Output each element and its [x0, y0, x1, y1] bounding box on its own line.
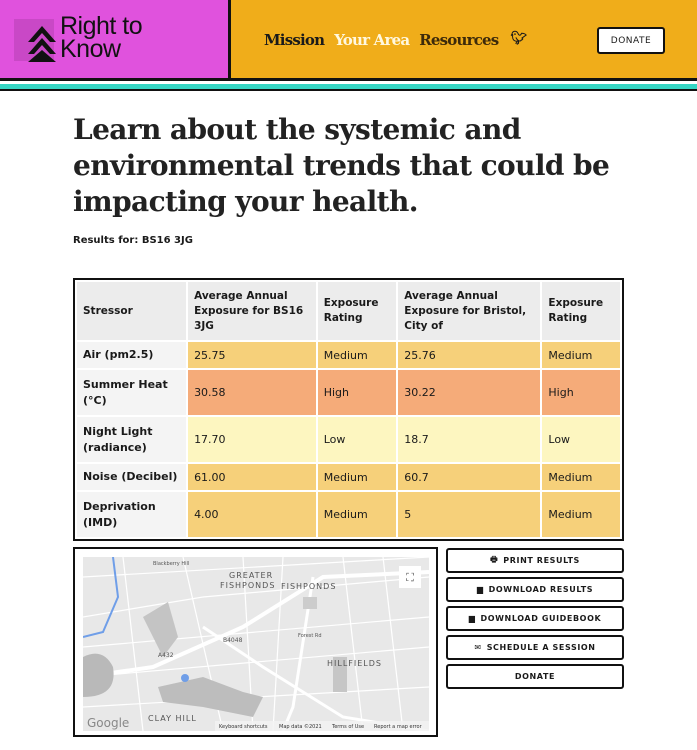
- column-header: Exposure Rating: [542, 282, 620, 340]
- map-label: FISHPONDS: [281, 582, 336, 591]
- column-header: Average Annual Exposure for BS16 3JG: [188, 282, 316, 340]
- value-cell: 61.00: [188, 464, 316, 490]
- map[interactable]: ⛶ GREATER FISHPONDS FISHPONDS HILLFIELDS…: [73, 547, 438, 737]
- map-data: Map data ©2021: [279, 723, 322, 730]
- stressor-cell: Air (pm2.5): [77, 342, 187, 368]
- keyboard-shortcuts-link[interactable]: Keyboard shortcuts: [219, 724, 268, 730]
- nav-resources[interactable]: Resources: [419, 31, 499, 49]
- button-label: DOWNLOAD GUIDEBOOK: [480, 614, 602, 623]
- value-cell: 4.00: [188, 492, 316, 537]
- print-results-button[interactable]: 🖶 PRINT RESULTS: [446, 548, 624, 573]
- table-row: Deprivation (IMD) 4.00 Medium 5 Medium: [77, 492, 620, 537]
- button-label: PRINT RESULTS: [503, 556, 580, 565]
- column-header: Average Annual Exposure for Bristol, Cit…: [398, 282, 541, 340]
- print-icon: 🖶: [490, 554, 499, 564]
- value-cell: 18.7: [398, 417, 541, 462]
- column-header: Exposure Rating: [317, 282, 397, 340]
- logo[interactable]: Right to Know: [0, 0, 231, 78]
- button-label: SCHEDULE A SESSION: [486, 643, 596, 652]
- nav-mission[interactable]: Mission: [264, 31, 325, 49]
- button-label: DOWNLOAD RESULTS: [488, 585, 594, 594]
- value-cell: 25.76: [398, 342, 541, 368]
- value-cell: 30.58: [188, 370, 316, 415]
- map-label: Blackberry Hill: [153, 561, 189, 567]
- map-label: HILLFIELDS: [327, 659, 382, 668]
- table-row: Summer Heat (°C) 30.58 High 30.22 High: [77, 370, 620, 415]
- file-icon: ▆: [468, 614, 476, 623]
- stressor-cell: Noise (Decibel): [77, 464, 187, 490]
- value-cell: 25.75: [188, 342, 316, 368]
- rating-cell: Medium: [542, 342, 620, 368]
- map-canvas[interactable]: ⛶ GREATER FISHPONDS FISHPONDS HILLFIELDS…: [83, 557, 429, 731]
- value-cell: 30.22: [398, 370, 541, 415]
- map-label: CLAY HILL: [148, 714, 197, 723]
- map-label: GREATER: [229, 571, 273, 580]
- rating-cell: High: [317, 370, 397, 415]
- map-label: A432: [158, 652, 174, 659]
- report-error-link[interactable]: Report a map error: [374, 724, 423, 730]
- results-table: Stressor Average Annual Exposure for BS1…: [73, 278, 624, 541]
- results-for: Results for: BS16 3JG: [73, 235, 193, 246]
- rating-cell: Medium: [317, 492, 397, 537]
- map-label: Forest Rd: [298, 633, 322, 639]
- value-cell: 17.70: [188, 417, 316, 462]
- table-header-row: Stressor Average Annual Exposure for BS1…: [77, 282, 620, 340]
- rating-cell: Medium: [542, 492, 620, 537]
- chevron-logo-icon: [28, 26, 56, 62]
- stressor-cell: Night Light (radiance): [77, 417, 187, 462]
- page-title: Learn about the systemic and environment…: [73, 113, 610, 218]
- rating-cell: Low: [317, 417, 397, 462]
- logo-text-2: Know: [60, 35, 121, 63]
- terms-link[interactable]: Terms of Use: [331, 724, 364, 730]
- donate-button[interactable]: DONATE: [597, 27, 665, 54]
- map-label: FISHPONDS: [220, 581, 275, 590]
- rating-cell: Medium: [317, 342, 397, 368]
- file-icon: ▆: [476, 585, 484, 594]
- value-cell: 60.7: [398, 464, 541, 490]
- table-row: Night Light (radiance) 17.70 Low 18.7 Low: [77, 417, 620, 462]
- logo-text-1: Right to: [60, 12, 143, 40]
- header: Right to Know Mission Your Area Resources…: [0, 0, 697, 81]
- google-logo: Google: [87, 716, 129, 730]
- table-row: Noise (Decibel) 61.00 Medium 60.7 Medium: [77, 464, 620, 490]
- nav-bar: Mission Your Area Resources 🐦︎ DONATE: [231, 0, 697, 78]
- rating-cell: Medium: [542, 464, 620, 490]
- download-results-button[interactable]: ▆ DOWNLOAD RESULTS: [446, 577, 624, 602]
- twitter-icon[interactable]: 🐦︎: [510, 31, 527, 46]
- fullscreen-icon[interactable]: ⛶: [406, 571, 414, 584]
- stressor-cell: Summer Heat (°C): [77, 370, 187, 415]
- column-header: Stressor: [77, 282, 187, 340]
- accent-stripe: [0, 84, 697, 91]
- stressor-cell: Deprivation (IMD): [77, 492, 187, 537]
- action-buttons: 🖶 PRINT RESULTS ▆ DOWNLOAD RESULTS ▆ DOWNLO…: [446, 548, 624, 693]
- envelope-icon: ✉: [474, 643, 482, 652]
- rating-cell: Medium: [317, 464, 397, 490]
- download-guidebook-button[interactable]: ▆ DOWNLOAD GUIDEBOOK: [446, 606, 624, 631]
- schedule-session-button[interactable]: ✉ SCHEDULE A SESSION: [446, 635, 624, 660]
- rating-cell: High: [542, 370, 620, 415]
- rating-cell: Low: [542, 417, 620, 462]
- nav-your-area[interactable]: Your Area: [334, 31, 410, 49]
- button-label: DONATE: [514, 672, 556, 681]
- table-row: Air (pm2.5) 25.75 Medium 25.76 Medium: [77, 342, 620, 368]
- value-cell: 5: [398, 492, 541, 537]
- map-label: B4048: [223, 637, 243, 644]
- donate-bottom-button[interactable]: DONATE: [446, 664, 624, 689]
